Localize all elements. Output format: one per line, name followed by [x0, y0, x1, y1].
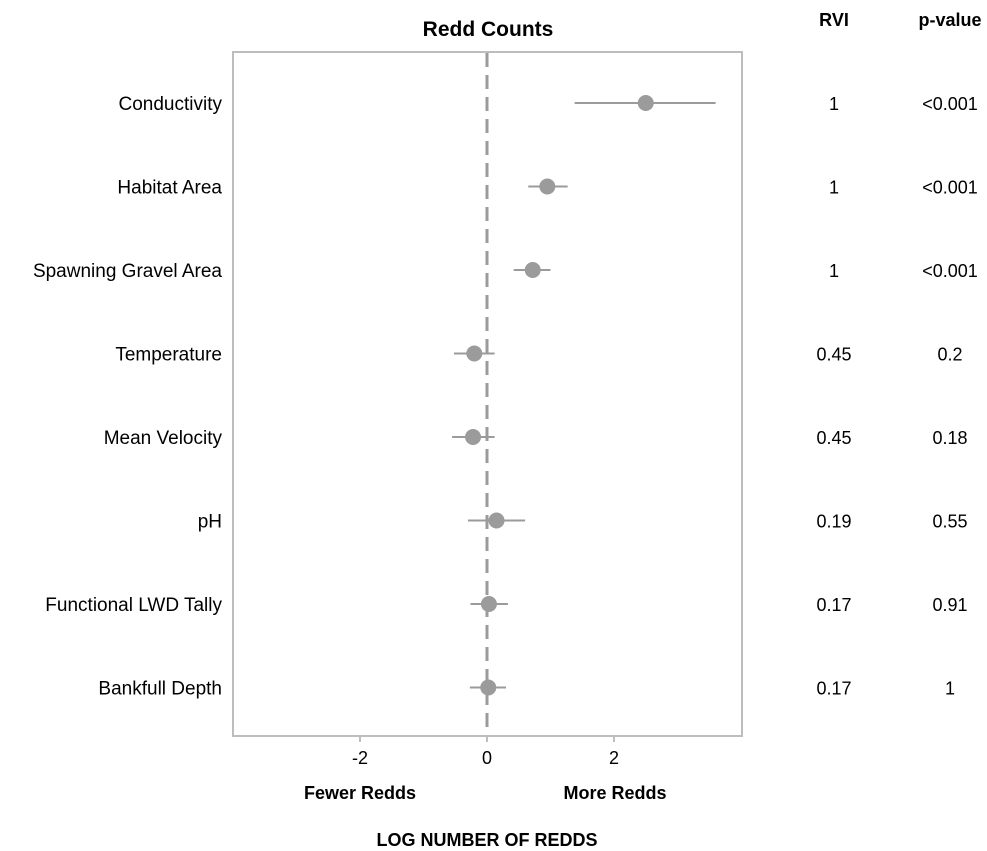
rvi-column-header: RVI — [819, 10, 849, 30]
variable-label: Habitat Area — [117, 178, 222, 199]
variable-label: Bankfull Depth — [98, 679, 222, 700]
x-axis-label: LOG NUMBER OF REDDS — [376, 830, 597, 850]
variable-label: Functional LWD Tally — [45, 595, 222, 616]
rvi-value: 0.17 — [816, 679, 851, 699]
estimate-point — [539, 178, 556, 195]
rvi-value: 1 — [829, 178, 839, 198]
estimate-point — [488, 512, 505, 529]
forest-row: Mean Velocity 0.45 0.18 — [104, 428, 968, 449]
variable-label: Conductivity — [119, 94, 223, 115]
estimate-point — [480, 679, 497, 696]
forest-row: Habitat Area 1 <0.001 — [117, 178, 977, 199]
more-redds-label: More Redds — [563, 783, 666, 803]
forest-row: Bankfull Depth 0.17 1 — [98, 679, 955, 700]
estimate-point — [465, 429, 482, 445]
x-tick-label: 2 — [609, 748, 619, 768]
pvalue-value: <0.001 — [922, 94, 978, 114]
variable-label: Mean Velocity — [104, 428, 223, 449]
variable-label: Spawning Gravel Area — [33, 261, 222, 282]
x-tick-label: 0 — [482, 748, 492, 768]
pvalue-value: 0.18 — [932, 428, 967, 448]
estimate-point — [637, 95, 654, 111]
variable-label: Temperature — [115, 345, 222, 366]
variable-label: pH — [198, 512, 222, 533]
rvi-value: 1 — [829, 261, 839, 281]
rvi-value: 0.45 — [816, 345, 851, 365]
rvi-value: 0.17 — [816, 595, 851, 615]
rvi-value: 0.45 — [816, 428, 851, 448]
pvalue-value: <0.001 — [922, 261, 978, 281]
forest-row: Conductivity 1 <0.001 — [119, 94, 978, 115]
x-axis: -2 0 2 — [352, 736, 619, 768]
x-tick-label: -2 — [352, 748, 368, 768]
pvalue-value: 0.2 — [937, 345, 962, 365]
pvalue-value: 0.91 — [932, 595, 967, 615]
pvalue-column-header: p-value — [918, 10, 981, 30]
rvi-value: 1 — [829, 94, 839, 114]
forest-row: Functional LWD Tally 0.17 0.91 — [45, 595, 967, 616]
forest-row: Temperature 0.45 0.2 — [115, 345, 962, 366]
estimate-point — [466, 345, 483, 362]
forest-row: pH 0.19 0.55 — [198, 512, 968, 533]
pvalue-value: 0.55 — [932, 512, 967, 532]
chart-title: Redd Counts — [423, 18, 554, 41]
rvi-value: 0.19 — [816, 512, 851, 532]
estimate-point — [524, 262, 541, 278]
fewer-redds-label: Fewer Redds — [304, 783, 416, 803]
forest-row: Spawning Gravel Area 1 <0.001 — [33, 261, 978, 282]
pvalue-value: <0.001 — [922, 178, 978, 198]
pvalue-value: 1 — [945, 679, 955, 699]
estimate-point — [480, 596, 497, 612]
